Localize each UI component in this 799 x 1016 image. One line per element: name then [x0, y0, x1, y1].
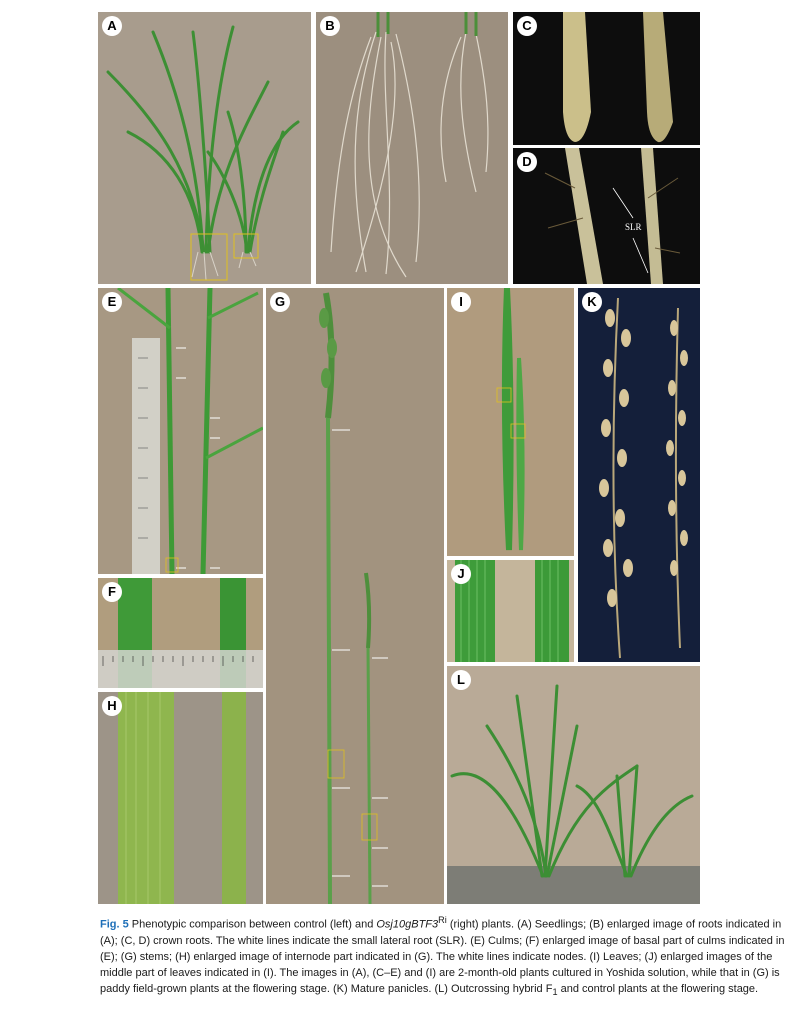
figure-caption: Fig. 5 Phenotypic comparison between con… [100, 912, 790, 1000]
panel-label: J [451, 564, 471, 584]
panel-a-seedlings: A [98, 12, 311, 284]
panel-label: K [582, 292, 602, 312]
gene-superscript: Ri [438, 915, 447, 925]
panel-label: F [102, 582, 122, 602]
crown-root-tips-image [563, 12, 673, 143]
f1-subscript: 1 [552, 986, 558, 997]
figure-number: Fig. 5 [100, 918, 129, 931]
internode-image [118, 692, 246, 904]
slr-annotation: SLR [625, 222, 642, 232]
caption-text: and control plants at the flowering stag… [557, 982, 759, 995]
panel-label: H [102, 696, 122, 716]
panel-label: D [517, 152, 537, 172]
lateral-root-image [544, 148, 681, 284]
panel-i-leaves: I [447, 288, 574, 556]
panel-j-leaf-middle: J [447, 560, 574, 662]
leaf-middle-image [455, 560, 569, 662]
panel-h-internode: H [98, 692, 263, 904]
panel-label: L [451, 670, 471, 690]
panel-label: G [270, 292, 290, 312]
panel-label: C [517, 16, 537, 36]
panel-g-stems: G [266, 288, 444, 904]
panel-label: I [451, 292, 471, 312]
panel-f-basal-culms: F [98, 578, 263, 688]
flowering-plants-image [447, 684, 700, 904]
stems-image [319, 292, 388, 904]
highlight-box [233, 233, 259, 259]
panel-b-roots: B [316, 12, 508, 284]
gene-name: Osj10gBTF3 [376, 918, 439, 931]
panel-l-flowering-plants: L [447, 666, 700, 904]
panel-label: B [320, 16, 340, 36]
basal-culms-image [98, 578, 263, 688]
highlight-box [190, 233, 228, 281]
seedlings-image [106, 25, 300, 281]
caption-text: Phenotypic comparison between control (l… [128, 918, 377, 931]
caption-text: (right) plants. (A) Seedlings; (B) enlar… [100, 918, 785, 995]
panicles-image [599, 297, 688, 659]
panel-e-culms: E [98, 288, 263, 574]
panel-d-crown-roots: SLR D [513, 148, 700, 284]
panel-label: E [102, 292, 122, 312]
culms-image [117, 288, 263, 574]
panel-c-crown-roots: C [513, 12, 700, 145]
panel-k-mature-panicles: K [578, 288, 700, 662]
panel-label: A [102, 16, 122, 36]
roots-image [330, 12, 489, 278]
leaves-image [496, 288, 526, 551]
